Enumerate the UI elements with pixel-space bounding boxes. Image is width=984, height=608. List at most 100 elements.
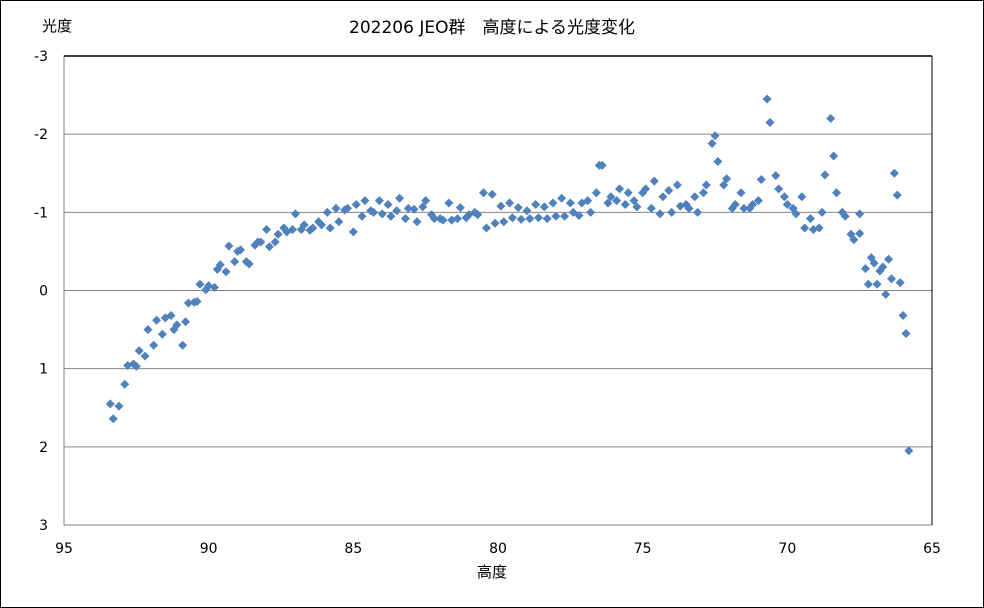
data-point-diamond-icon bbox=[369, 207, 379, 217]
data-point-diamond-icon bbox=[649, 176, 659, 186]
data-point-diamond-icon bbox=[797, 192, 807, 202]
data-point-diamond-icon bbox=[881, 289, 891, 299]
data-point-diamond-icon bbox=[771, 171, 781, 181]
data-point-diamond-icon bbox=[565, 198, 575, 208]
data-point-diamond-icon bbox=[886, 274, 896, 284]
data-point-diamond-icon bbox=[603, 198, 613, 208]
data-point-diamond-icon bbox=[722, 174, 732, 184]
data-point-diamond-icon bbox=[534, 213, 544, 223]
x-tick-label: 75 bbox=[634, 541, 652, 557]
data-point-diamond-icon bbox=[395, 193, 405, 203]
data-point-diamond-icon bbox=[490, 218, 500, 228]
data-point-diamond-icon bbox=[348, 227, 358, 237]
data-point-diamond-icon bbox=[114, 401, 124, 411]
data-point-diamond-icon bbox=[889, 168, 899, 178]
data-point-diamond-icon bbox=[814, 223, 824, 233]
data-point-diamond-icon bbox=[429, 214, 439, 224]
x-tick-label: 95 bbox=[55, 541, 73, 557]
data-point-diamond-icon bbox=[108, 414, 118, 424]
data-point-diamond-icon bbox=[736, 188, 746, 198]
data-point-diamond-icon bbox=[452, 214, 462, 224]
data-point-diamond-icon bbox=[557, 193, 567, 203]
data-point-diamond-icon bbox=[869, 258, 879, 268]
data-point-diamond-icon bbox=[632, 202, 642, 212]
data-point-diamond-icon bbox=[244, 259, 254, 269]
data-point-diamond-icon bbox=[507, 213, 517, 223]
data-point-diamond-icon bbox=[256, 237, 266, 247]
data-point-diamond-icon bbox=[658, 192, 668, 202]
data-point-diamond-icon bbox=[672, 180, 682, 190]
data-point-diamond-icon bbox=[855, 209, 865, 219]
y-tick-label: 0 bbox=[39, 284, 48, 300]
data-point-diamond-icon bbox=[646, 203, 656, 213]
data-point-diamond-icon bbox=[172, 320, 182, 330]
data-point-diamond-icon bbox=[701, 180, 711, 190]
data-point-diamond-icon bbox=[299, 220, 309, 230]
data-point-diamond-icon bbox=[264, 242, 274, 252]
chart-title: 202206 JEO群 高度による光度変化 bbox=[349, 18, 635, 38]
data-point-diamond-icon bbox=[418, 202, 428, 212]
data-point-diamond-icon bbox=[235, 245, 245, 255]
data-point-diamond-icon bbox=[322, 207, 332, 217]
data-point-diamond-icon bbox=[444, 198, 454, 208]
data-points bbox=[105, 94, 914, 456]
data-point-diamond-icon bbox=[586, 207, 596, 217]
data-point-diamond-icon bbox=[386, 211, 396, 221]
data-point-diamond-icon bbox=[157, 329, 167, 339]
data-point-diamond-icon bbox=[351, 200, 361, 210]
data-point-diamond-icon bbox=[805, 214, 815, 224]
data-point-diamond-icon bbox=[840, 211, 850, 221]
data-point-diamond-icon bbox=[551, 211, 561, 221]
x-tick-label: 70 bbox=[778, 541, 796, 557]
data-point-diamond-icon bbox=[667, 207, 677, 217]
data-point-diamond-icon bbox=[690, 192, 700, 202]
data-point-diamond-icon bbox=[800, 223, 810, 233]
data-point-diamond-icon bbox=[192, 296, 202, 306]
x-axis-label: 高度 bbox=[476, 563, 507, 581]
data-point-diamond-icon bbox=[473, 210, 483, 220]
data-point-diamond-icon bbox=[403, 203, 413, 213]
data-point-diamond-icon bbox=[860, 264, 870, 274]
data-point-diamond-icon bbox=[195, 279, 205, 289]
x-tick-label: 65 bbox=[923, 541, 941, 557]
data-point-diamond-icon bbox=[334, 217, 344, 227]
data-point-diamond-icon bbox=[713, 157, 723, 167]
data-point-diamond-icon bbox=[817, 207, 827, 217]
data-point-diamond-icon bbox=[481, 223, 491, 233]
data-point-diamond-icon bbox=[574, 210, 584, 220]
data-point-diamond-icon bbox=[522, 206, 532, 216]
data-point-diamond-icon bbox=[710, 131, 720, 141]
x-tick-label: 90 bbox=[200, 541, 218, 557]
data-point-diamond-icon bbox=[273, 229, 283, 239]
data-point-diamond-icon bbox=[753, 196, 763, 206]
data-point-diamond-icon bbox=[516, 214, 526, 224]
y-axis-ticks: -3 -2 -1 0 1 2 3 bbox=[34, 49, 48, 534]
y-axis-label: 光度 bbox=[42, 17, 73, 35]
x-tick-label: 80 bbox=[489, 541, 507, 557]
data-point-diamond-icon bbox=[412, 217, 422, 227]
data-point-diamond-icon bbox=[779, 192, 789, 202]
data-point-diamond-icon bbox=[730, 200, 740, 210]
data-point-diamond-icon bbox=[560, 211, 570, 221]
y-tick-label: 2 bbox=[39, 440, 48, 456]
data-point-diamond-icon bbox=[120, 379, 130, 389]
data-point-diamond-icon bbox=[140, 351, 150, 361]
data-point-diamond-icon bbox=[895, 278, 905, 288]
data-point-diamond-icon bbox=[525, 214, 535, 224]
data-point-diamond-icon bbox=[290, 209, 300, 219]
data-point-diamond-icon bbox=[262, 225, 272, 235]
data-point-diamond-icon bbox=[612, 196, 622, 206]
data-point-diamond-icon bbox=[134, 346, 144, 356]
data-point-diamond-icon bbox=[383, 200, 393, 210]
data-point-diamond-icon bbox=[623, 188, 633, 198]
data-point-diamond-icon bbox=[782, 200, 792, 210]
data-point-diamond-icon bbox=[597, 160, 607, 170]
y-tick-label: 1 bbox=[39, 362, 48, 378]
data-point-diamond-icon bbox=[655, 209, 665, 219]
data-point-diamond-icon bbox=[105, 399, 115, 409]
data-point-diamond-icon bbox=[400, 214, 410, 224]
data-point-diamond-icon bbox=[496, 201, 506, 211]
data-point-diamond-icon bbox=[331, 203, 341, 213]
